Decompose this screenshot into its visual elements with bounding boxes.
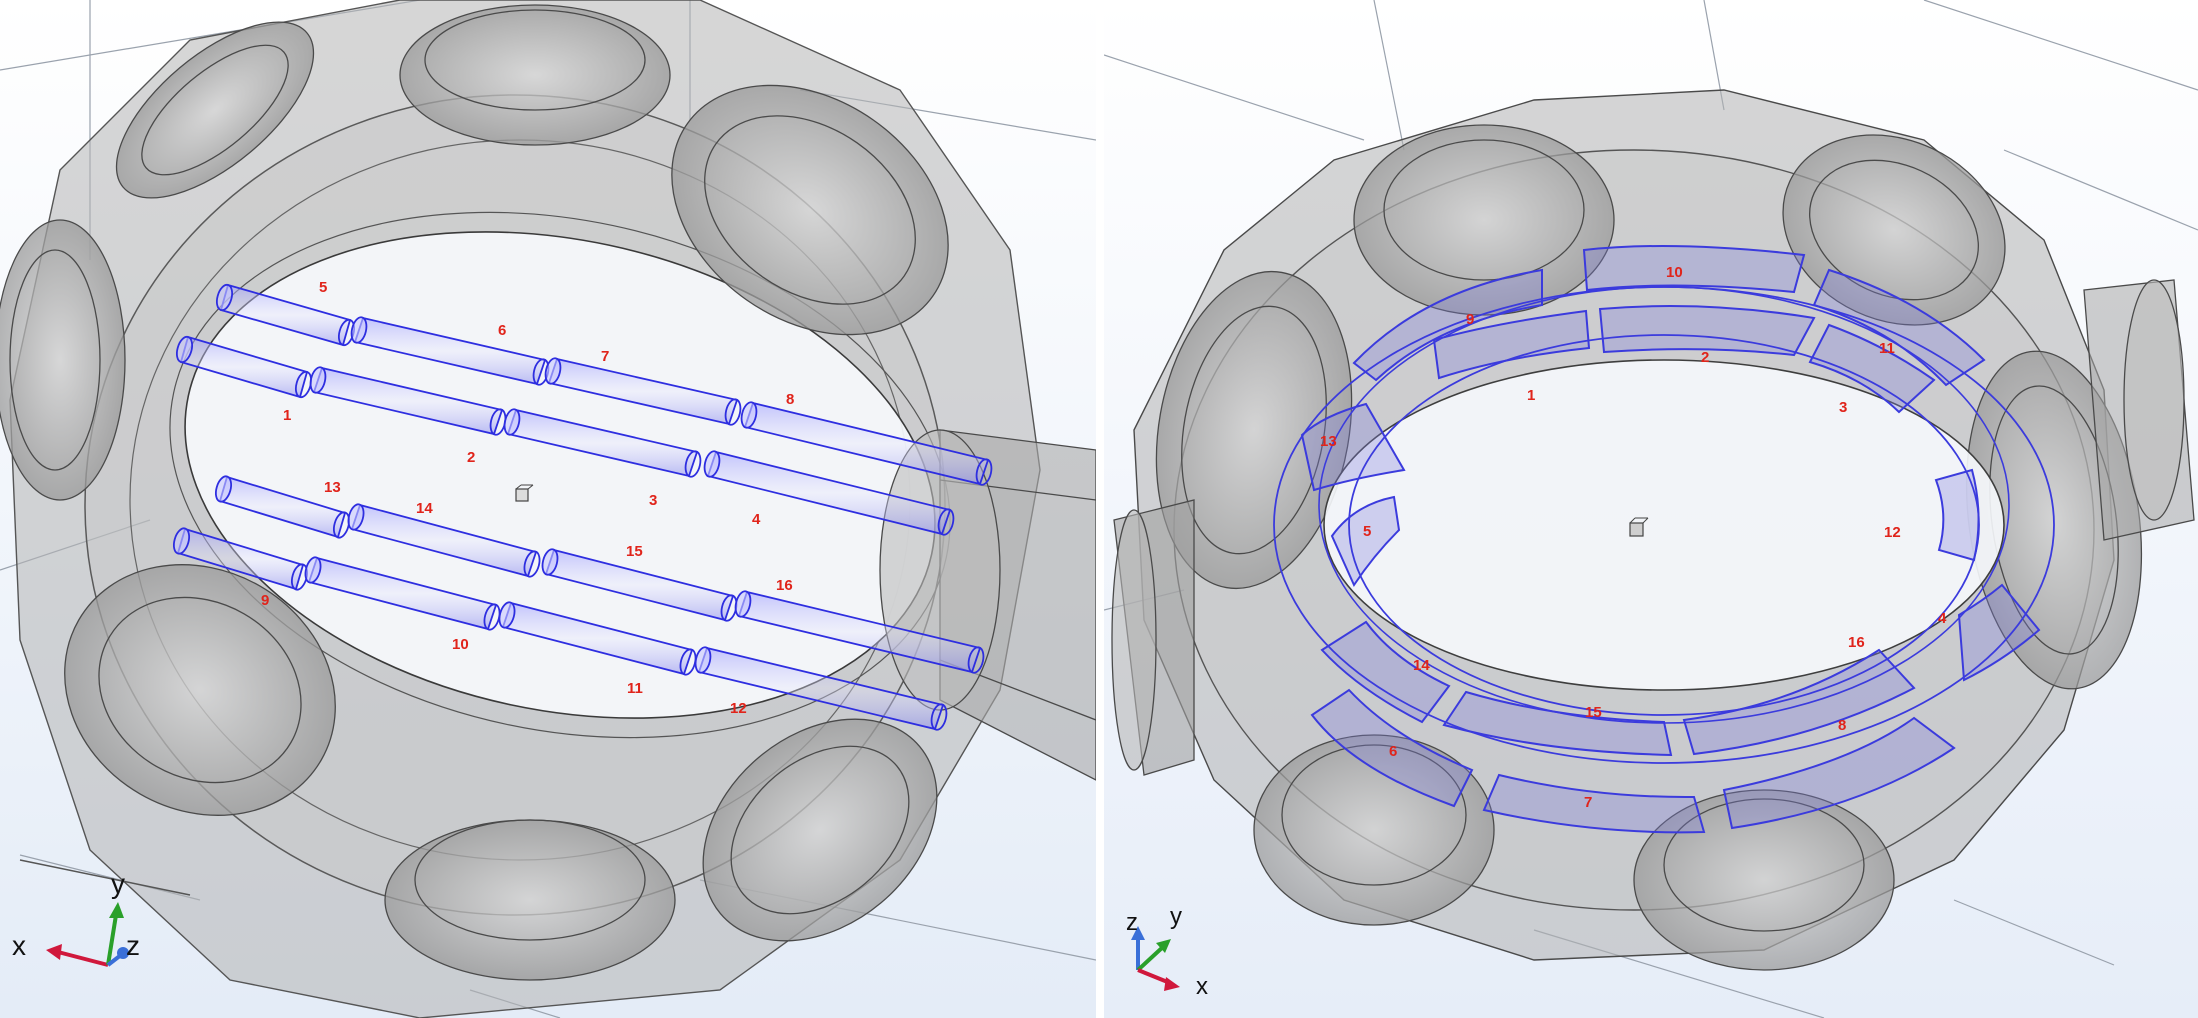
right-axis-y-label: y (1170, 903, 1182, 930)
rod-label-4: 4 (752, 511, 761, 528)
segment-12 (1934, 468, 1980, 562)
rod-label-15: 15 (626, 543, 643, 560)
right-segment-labels: 1 2 3 4 5 6 7 8 9 10 11 12 13 14 15 16 (1320, 264, 1947, 811)
rod-13 (214, 475, 351, 539)
rod-12 (694, 646, 948, 731)
left-viewport[interactable]: 1 2 3 4 5 6 7 8 9 10 11 12 13 14 15 16 (0, 0, 1096, 1018)
rod-7 (544, 357, 742, 426)
right-axis-z-label: z (1126, 909, 1138, 936)
rod-label-7: 7 (601, 348, 609, 365)
right-scene: 1 2 3 4 5 6 7 8 9 10 11 12 13 14 15 16 (1104, 0, 2198, 1018)
segment-15 (1442, 690, 1673, 757)
segment-4 (1957, 583, 2041, 682)
left-center-marker (515, 484, 534, 502)
rod-15 (541, 548, 738, 622)
segment-label-14: 14 (1413, 657, 1430, 674)
rod-label-13: 13 (324, 479, 341, 496)
segment-label-1: 1 (1527, 387, 1535, 404)
segment-1 (1432, 309, 1591, 380)
left-housing (0, 0, 1096, 1018)
rod-14 (347, 503, 541, 578)
segment-10 (1582, 245, 1806, 294)
segment-label-6: 6 (1389, 743, 1397, 760)
segment-label-9: 9 (1466, 311, 1474, 328)
rod-1 (175, 335, 313, 399)
segment-13 (1300, 402, 1406, 492)
rod-label-2: 2 (467, 449, 475, 466)
rod-label-3: 3 (649, 492, 657, 509)
segment-label-4: 4 (1938, 610, 1947, 627)
right-segments (1273, 245, 2055, 834)
segment-label-13: 13 (1320, 433, 1337, 450)
rod-label-9: 9 (261, 592, 269, 609)
rod-label-12: 12 (730, 700, 747, 717)
right-viewport[interactable]: 1 2 3 4 5 6 7 8 9 10 11 12 13 14 15 16 (1104, 0, 2198, 1018)
left-axis-y-label: y (111, 868, 125, 899)
rod-label-6: 6 (498, 322, 506, 339)
segment-8 (1722, 716, 1956, 830)
right-center-marker (1629, 517, 1649, 537)
right-axis-x (1137, 968, 1171, 985)
rod-label-14: 14 (416, 500, 433, 517)
rod-11 (498, 601, 697, 676)
right-axis-y (1136, 944, 1166, 972)
segment-label-15: 15 (1585, 704, 1602, 721)
segment-label-10: 10 (1666, 264, 1683, 281)
left-axis-x-label: x (12, 930, 26, 961)
left-rods (172, 283, 993, 731)
right-axis-triad: z y x (1126, 903, 1208, 1000)
left-scene: 1 2 3 4 5 6 7 8 9 10 11 12 13 14 15 16 (0, 0, 1096, 1018)
rod-label-5: 5 (319, 279, 327, 296)
rod-4 (703, 450, 955, 536)
panel-divider (1096, 0, 1104, 1018)
rod-9 (172, 527, 309, 591)
rod-16 (734, 590, 985, 674)
left-axis-x (57, 950, 109, 967)
left-axis-y (106, 914, 118, 966)
segment-6 (1310, 688, 1474, 808)
segment-label-11: 11 (1879, 340, 1895, 357)
segment-label-2: 2 (1701, 349, 1709, 366)
rod-6 (350, 316, 550, 386)
segment-9 (1352, 268, 1543, 382)
left-axis-z-label: z (126, 930, 140, 961)
segment-label-16: 16 (1848, 634, 1865, 651)
segment-label-7: 7 (1584, 794, 1592, 811)
rod-label-1: 1 (283, 407, 291, 424)
right-axis-x-label: x (1196, 973, 1208, 1000)
rod-2 (309, 366, 507, 436)
segment-3 (1808, 323, 1936, 414)
rod-label-10: 10 (452, 636, 469, 653)
rod-label-8: 8 (786, 391, 794, 408)
segment-14 (1320, 620, 1451, 724)
rod-8 (740, 401, 993, 486)
segment-2 (1598, 305, 1816, 357)
segment-label-8: 8 (1838, 717, 1846, 734)
left-rod-labels: 1 2 3 4 5 6 7 8 9 10 11 12 13 14 15 16 (261, 279, 794, 717)
left-axis-triad: x y z (12, 859, 191, 967)
segment-7 (1482, 773, 1706, 834)
segment-label-5: 5 (1363, 523, 1371, 540)
right-housing (1111, 89, 2195, 971)
rod-label-16: 16 (776, 577, 793, 594)
rod-label-11: 11 (627, 680, 643, 697)
segment-11 (1812, 268, 1986, 387)
segment-label-3: 3 (1839, 399, 1847, 416)
segment-label-12: 12 (1884, 524, 1901, 541)
rod-10 (304, 556, 501, 631)
rod-3 (503, 408, 702, 478)
